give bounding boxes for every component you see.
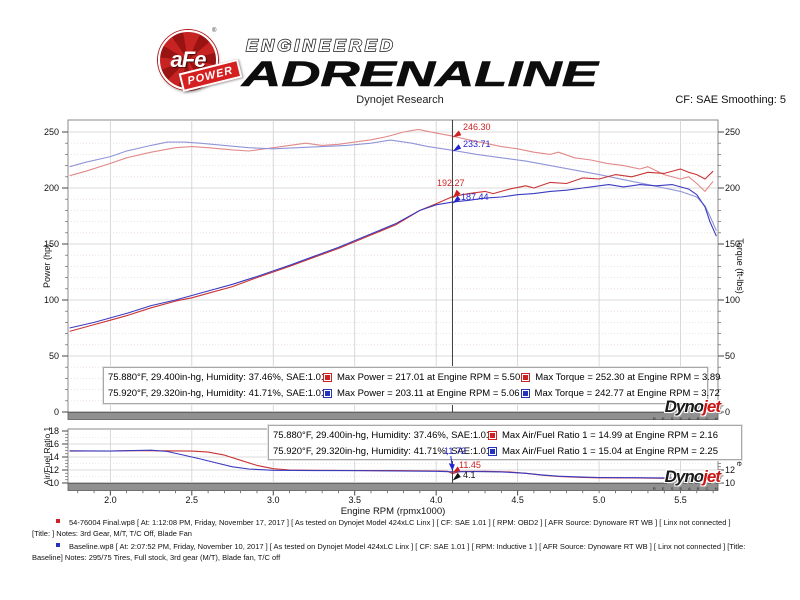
afr-legend[interactable]: 75.880°F, 29.400in-hg, Humidity: 37.46%,… — [268, 425, 742, 460]
chart-source-title: Dynojet Research — [356, 94, 444, 106]
axis-tick-label: 150 — [725, 239, 740, 249]
axis-tick-label: 12 — [725, 465, 735, 475]
registered-mark: ® — [212, 28, 217, 34]
wordmark-adrenaline: ADRENALINE — [240, 55, 600, 94]
smoothing-setting: CF: SAE Smoothing: 5 — [675, 94, 786, 106]
series-marker-red — [521, 372, 531, 382]
run-info-line: [Title: ] Notes: 3rd Gear, M/T, T/C Off,… — [32, 529, 192, 538]
axis-tick-label: 100 — [725, 295, 740, 305]
axis-tick-label: 0 — [54, 407, 59, 417]
legend-conditions: 75.880°F, 29.400in-hg, Humidity: 37.46%,… — [108, 371, 327, 383]
axis-tick-label: 50 — [49, 351, 59, 361]
legend-max-afr: Max Air/Fuel Ratio 1 = 14.99 at Engine R… — [502, 429, 718, 441]
series-marker-blue — [520, 388, 530, 398]
wordmark-engineered: ENGINEERED — [246, 36, 396, 55]
x-scroll-strip[interactable] — [67, 412, 719, 420]
x-tick-label: 5.5 — [674, 495, 687, 505]
axis-tick-label: 100 — [44, 295, 59, 305]
x-tick-label: 5.0 — [593, 495, 606, 505]
x-tick-label: 3.0 — [267, 495, 280, 505]
engineered-adrenaline-wordmark: ENGINEERED ADRENALINE — [240, 35, 601, 94]
x-tick-label: 4.5 — [511, 495, 524, 505]
right-axis-title: Torque (ft-lbs) — [735, 238, 745, 294]
x-tick-label: 4.0 — [430, 495, 443, 505]
x-scroll-strip[interactable] — [67, 483, 719, 491]
x-tick-label: 3.5 — [348, 495, 361, 505]
axis-tick-label: 10 — [725, 478, 735, 488]
legend-max-power: Max Power = 203.11 at Engine RPM = 5.06 — [337, 387, 520, 399]
axis-tick-label: 10 — [49, 478, 59, 488]
run-marker-red — [56, 519, 60, 523]
legend-row-final: 75.880°F, 29.400in-hg, Humidity: 37.46%,… — [273, 427, 737, 443]
legend-max-power: Max Power = 217.01 at Engine RPM = 5.50 — [337, 371, 521, 383]
run-info-baseline: Baseline.wp8 [ At: 2:07:52 PM, Friday, N… — [32, 541, 790, 563]
axis-tick-label: 0 — [725, 407, 730, 417]
legend-max-torque: Max Torque = 252.30 at Engine RPM = 3.89 — [535, 371, 721, 383]
axis-tick-label: 12 — [49, 465, 59, 475]
left-axis-title: Air/Fuel Ratio 1 — [42, 426, 52, 485]
legend-max-torque: Max Torque = 242.77 at Engine RPM = 3.72 — [534, 387, 720, 399]
axis-tick-label: 150 — [44, 239, 59, 249]
run-info-line: Baseline] Notes: 295/75 Tires, Full stoc… — [32, 553, 281, 562]
series-torque-final — [69, 128, 714, 192]
legend-row-baseline: 75.920°F, 29.320in-hg, Humidity: 41.71%,… — [273, 443, 737, 459]
series-marker-blue — [323, 388, 332, 398]
series-marker-blue — [488, 446, 497, 456]
run-marker-blue — [56, 543, 60, 547]
axis-tick-label: 18 — [49, 426, 59, 436]
legend-conditions: 75.920°F, 29.320in-hg, Humidity: 41.71%,… — [108, 387, 327, 399]
series-marker-red — [323, 372, 332, 382]
plot-area — [67, 119, 719, 413]
axis-tick-label: 50 — [725, 351, 735, 361]
axis-tick-label: 16 — [49, 439, 59, 449]
x-tick-label: 2.5 — [186, 495, 199, 505]
legend-conditions: 75.880°F, 29.400in-hg, Humidity: 37.46%,… — [273, 429, 492, 441]
legend-row-final: 75.880°F, 29.400in-hg, Humidity: 37.46%,… — [108, 369, 720, 385]
run-info: 54-76004 Final.wp8 [ At: 1:12:08 PM, Fri… — [32, 517, 790, 565]
run-info-final: 54-76004 Final.wp8 [ At: 1:12:08 PM, Fri… — [32, 517, 790, 539]
series-marker-red — [488, 430, 497, 440]
axis-tick-label: 200 — [725, 183, 740, 193]
power-torque-legend[interactable]: 75.880°F, 29.400in-hg, Humidity: 37.46%,… — [103, 367, 720, 404]
axis-tick-label: 250 — [44, 127, 59, 137]
legend-conditions: 75.920°F, 29.320in-hg, Humidity: 41.71%,… — [273, 445, 492, 457]
run-info-line: 54-76004 Final.wp8 [ At: 1:12:08 PM, Fri… — [69, 518, 731, 527]
axis-tick-label: 200 — [44, 183, 59, 193]
x-axis-title: Engine RPM (rpmx1000) — [341, 506, 446, 517]
series-afr-baseline — [69, 449, 717, 479]
legend-row-baseline: 75.920°F, 29.320in-hg, Humidity: 41.71%,… — [108, 385, 720, 401]
legend-max-afr: Max Air/Fuel Ratio 1 = 15.04 at Engine R… — [502, 445, 718, 457]
axis-tick-label: 14 — [49, 452, 59, 462]
axis-tick-label: 250 — [725, 127, 740, 137]
x-tick-label: 2.0 — [104, 495, 117, 505]
run-info-line: Baseline.wp8 [ At: 2:07:52 PM, Friday, N… — [69, 542, 746, 551]
left-axis-title: Power (hp) — [42, 244, 52, 288]
afe-power-logo: aFe ® POWER — [156, 28, 256, 98]
series-power-baseline — [69, 184, 717, 329]
